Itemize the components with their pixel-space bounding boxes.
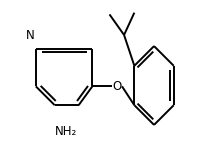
Text: O: O xyxy=(113,80,122,93)
Text: N: N xyxy=(26,29,35,42)
Text: NH₂: NH₂ xyxy=(55,125,77,138)
